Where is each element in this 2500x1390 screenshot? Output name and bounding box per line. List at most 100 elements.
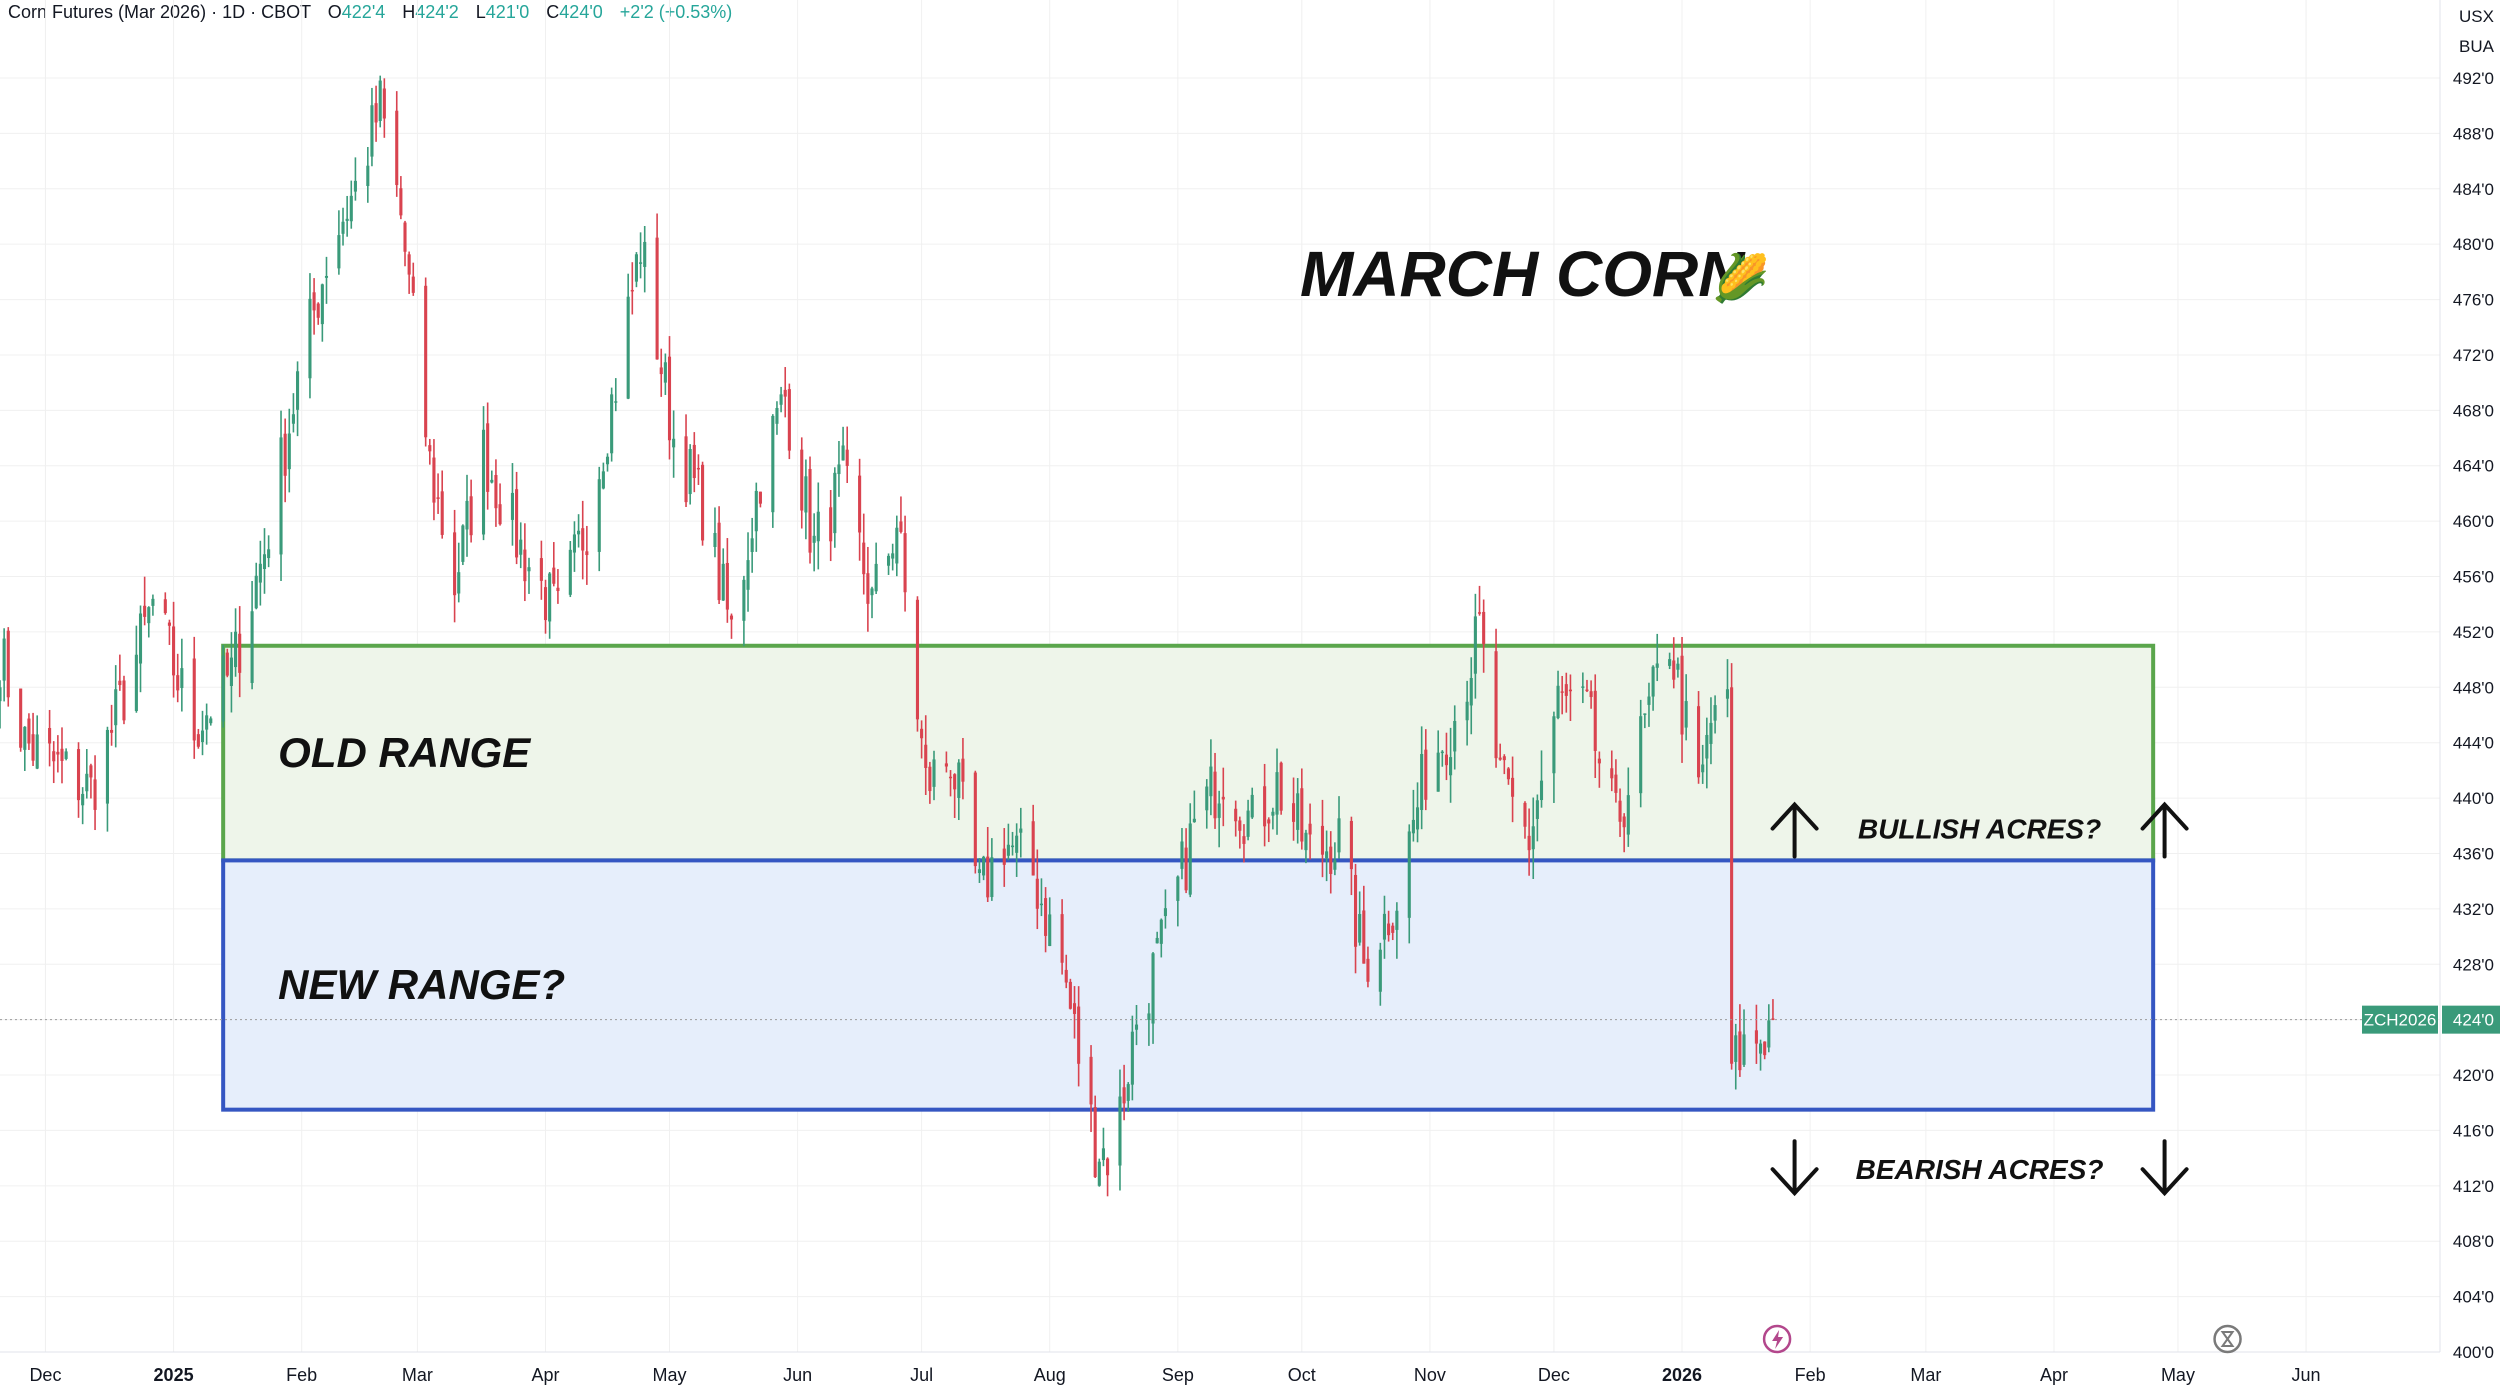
candle-body [172, 626, 176, 676]
candle-body [1382, 913, 1387, 940]
candle-body [1725, 689, 1730, 699]
close-label: C [546, 2, 560, 22]
candle [924, 715, 928, 795]
candle-body [1527, 835, 1531, 851]
candle [1019, 807, 1023, 858]
candle [663, 353, 667, 395]
candle [758, 491, 762, 508]
candle [1101, 1127, 1105, 1167]
candle-body [1250, 794, 1254, 818]
symbol-tag-label: ZCH2026 [2364, 1011, 2437, 1030]
candle [944, 751, 948, 773]
candle-body [1320, 825, 1325, 855]
candle-body [1300, 788, 1304, 842]
candle [1296, 778, 1300, 844]
candle-body [353, 180, 357, 192]
time-tick-label: Feb [286, 1365, 317, 1385]
candle [1734, 1023, 1738, 1090]
candle [163, 592, 167, 615]
candle [1238, 816, 1242, 849]
candle-body [1626, 795, 1630, 835]
overlay: OLD RANGE NEW RANGE? MARCH CORN🌽 BULLISH AC… [0, 238, 2440, 1197]
candle-body [93, 779, 97, 810]
candle-body [862, 542, 866, 575]
candle [1531, 797, 1535, 879]
candle [1060, 899, 1064, 975]
candle [1308, 803, 1312, 860]
candle-body [1362, 910, 1366, 964]
candle-body [457, 572, 461, 594]
candle [1618, 788, 1622, 837]
candles [0, 75, 1775, 1197]
candle-body [804, 476, 808, 513]
candle [1622, 813, 1626, 853]
candle-body [630, 289, 634, 292]
candle-body [1742, 1034, 1746, 1065]
high-label: H [402, 2, 416, 22]
candle-body [626, 296, 630, 399]
candle-body [577, 530, 581, 535]
candle [928, 761, 932, 804]
candle [1333, 842, 1337, 876]
candle [176, 653, 180, 703]
candle [234, 608, 238, 677]
price-tick-label: 456'0 [2453, 568, 2494, 587]
candle [341, 207, 345, 246]
candle [134, 625, 138, 713]
candle-body [1754, 1030, 1758, 1044]
candle-body [816, 511, 820, 542]
candle-body [1039, 903, 1044, 906]
candle [1713, 695, 1717, 734]
currency-label: USX [2459, 7, 2494, 26]
candle-body [1101, 1148, 1105, 1161]
candle-body [891, 553, 895, 559]
candle-body [250, 611, 254, 684]
candle-body [1655, 663, 1659, 668]
candle [308, 273, 312, 399]
candle-body [1217, 803, 1221, 818]
candle [1035, 849, 1039, 930]
candle-body [1684, 701, 1688, 728]
candle [1325, 830, 1329, 882]
candle-body [138, 613, 143, 664]
candle-body [1093, 1107, 1097, 1178]
candle-body [151, 598, 155, 606]
candle [440, 470, 444, 539]
candle [105, 726, 110, 832]
candle [291, 393, 295, 433]
price-tick-label: 428'0 [2453, 955, 2494, 974]
candle [1647, 682, 1651, 727]
candle [494, 459, 498, 527]
candle [453, 509, 457, 623]
candle-body [490, 479, 494, 483]
candle-body [1130, 1031, 1134, 1085]
candle [1176, 875, 1180, 927]
candle-body [800, 449, 804, 511]
candle [1771, 999, 1775, 1021]
candle [279, 410, 283, 581]
candle [667, 336, 672, 460]
candle-body [1221, 796, 1225, 800]
candle-body [461, 525, 465, 562]
candle-body [1349, 820, 1353, 870]
candle-body [1734, 1035, 1738, 1062]
candle-body [1407, 831, 1411, 918]
candle-body [746, 560, 750, 590]
candle [510, 463, 515, 546]
candle-body [1709, 722, 1713, 744]
price-tick-label: 452'0 [2453, 623, 2494, 642]
candle-body [221, 655, 225, 722]
candle [1320, 799, 1325, 878]
candle [915, 596, 920, 732]
candle [556, 569, 560, 604]
candle-body [713, 532, 717, 548]
candle [320, 283, 324, 342]
candle-body [837, 464, 841, 475]
candle-body [808, 468, 812, 553]
open-label: O [327, 2, 342, 22]
candle-body [515, 489, 519, 558]
candle-body [779, 394, 783, 405]
candle [1453, 705, 1457, 770]
candle-body [672, 438, 676, 448]
